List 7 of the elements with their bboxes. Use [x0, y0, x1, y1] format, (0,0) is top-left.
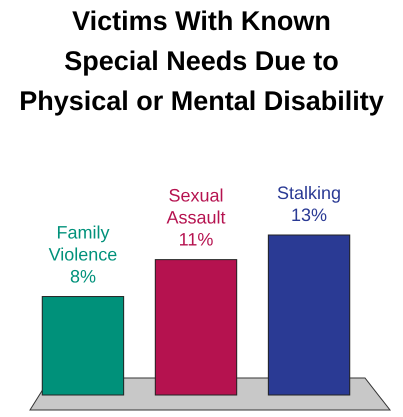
- chart-title: Victims With Known Special Needs Due to Physical or Mental Disability: [19, 6, 384, 116]
- data-label: 11%: [178, 230, 214, 250]
- data-label: 8%: [70, 266, 96, 287]
- x-tick-label: Family Violence: [48, 222, 118, 265]
- data-label: 13%: [291, 205, 328, 225]
- x-tick-label: Stalking: [277, 183, 342, 203]
- x-tick-label: Sexual Assault: [166, 186, 226, 228]
